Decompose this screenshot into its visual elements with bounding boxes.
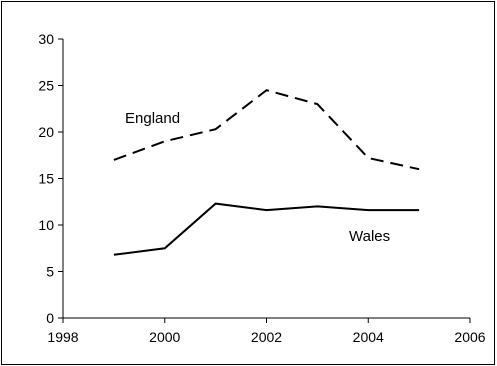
series-line-wales	[113, 202, 420, 256]
ticks: 0 5 10 15 20 25 30 1998 2000 2002 2004 2006	[38, 31, 485, 345]
y-tick-label: 5	[46, 264, 54, 280]
x-tick-label: 2002	[251, 329, 282, 345]
y-tick-label: 20	[38, 124, 54, 140]
y-tick-label: 0	[46, 310, 54, 326]
y-tick-label: 30	[38, 31, 54, 47]
x-tick-label: 2004	[353, 329, 384, 345]
y-tick-label: 15	[38, 171, 54, 187]
axes	[62, 39, 470, 319]
series-label-wales: Wales	[349, 228, 390, 245]
x-tick-label: 1998	[47, 329, 78, 345]
y-tick-label: 10	[38, 217, 54, 233]
series-labels: England Wales	[125, 110, 390, 245]
series-label-england: England	[125, 110, 180, 127]
series-line-england	[113, 89, 420, 171]
x-tick-label: 2006	[454, 329, 485, 345]
y-tick-label: 25	[38, 78, 54, 94]
series	[113, 89, 420, 256]
x-tick-label: 2000	[149, 329, 180, 345]
